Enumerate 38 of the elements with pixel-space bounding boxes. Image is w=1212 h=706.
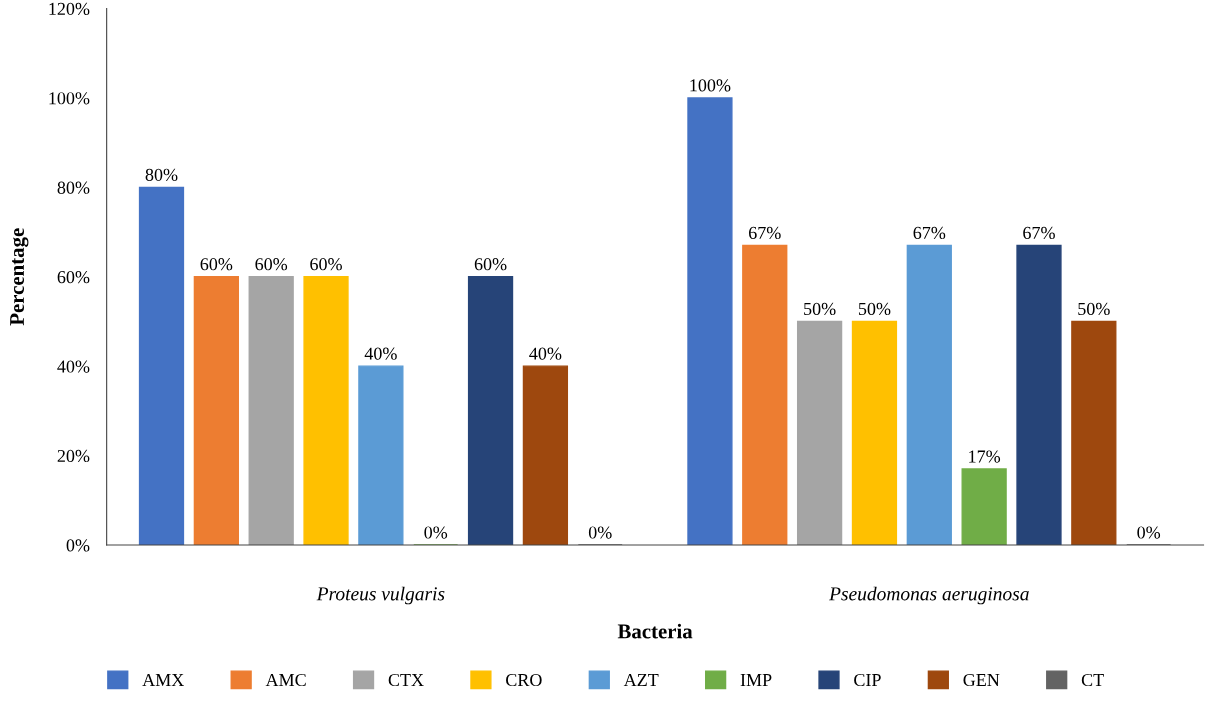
y-axis-title: Percentage — [10, 228, 29, 326]
legend-label: CIP — [854, 673, 881, 687]
data-label: 50% — [1078, 302, 1110, 316]
data-label: 40% — [529, 347, 562, 360]
data-label: 67% — [913, 226, 946, 240]
legend-label: CT — [1081, 673, 1104, 687]
y-tick-label: 80% — [57, 181, 90, 194]
y-tick-label: 0% — [66, 539, 90, 552]
y-tick-label: 40% — [57, 360, 90, 373]
x-tick-label: Pseudomonas aeruginosa — [829, 586, 1029, 605]
data-label: 100% — [690, 79, 731, 92]
data-label: 60% — [310, 258, 342, 271]
x-axis-title: Bacteria — [617, 623, 693, 639]
y-tick-label: 120% — [49, 2, 90, 15]
data-label: 60% — [474, 258, 507, 271]
data-label: 50% — [858, 302, 891, 316]
data-label: 67% — [749, 226, 781, 240]
data-label: 0% — [1137, 526, 1161, 539]
legend-label: GEN — [963, 673, 1000, 687]
data-label: 80% — [145, 168, 178, 181]
y-tick-label: 60% — [57, 271, 90, 284]
data-label: 0% — [424, 526, 448, 539]
legend-label: AMX — [142, 673, 184, 686]
legend-label: CRO — [506, 673, 542, 687]
legend-label: CTX — [388, 673, 424, 687]
data-label: 0% — [588, 526, 612, 539]
data-label: 17% — [969, 450, 1001, 463]
y-tick-label: 20% — [57, 449, 90, 463]
x-tick-label: Proteus vulgaris — [316, 586, 445, 605]
legend-label: AZT — [623, 673, 659, 686]
y-tick-label: 100% — [49, 92, 90, 105]
data-label: 67% — [1023, 226, 1055, 240]
data-label: 60% — [200, 258, 233, 271]
data-label: 60% — [255, 258, 288, 271]
legend-label: IMP — [740, 674, 772, 686]
legend-label: AMC — [265, 673, 306, 687]
data-label: 40% — [364, 347, 397, 360]
data-label: 50% — [804, 302, 836, 316]
